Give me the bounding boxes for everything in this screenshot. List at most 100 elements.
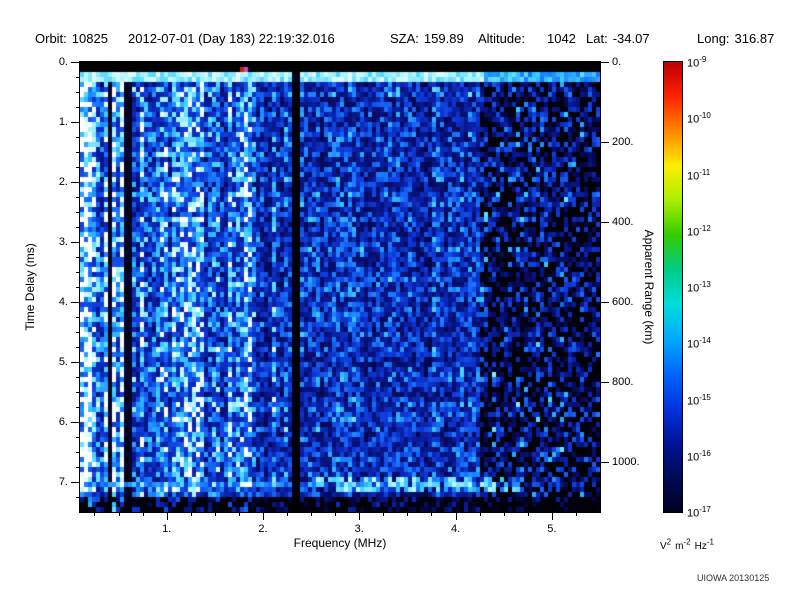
lat-label: Lat:: [586, 31, 608, 46]
y-axis-label-right: Apparent Range (km): [642, 229, 656, 345]
y-axis-right-tick: [601, 62, 609, 63]
orbit-value: 10825: [71, 31, 108, 46]
lat-value: -34.07: [612, 31, 650, 46]
y-axis-right-tick-label: 800.: [612, 376, 634, 388]
header-field-orbit: Orbit: 10825: [35, 31, 108, 46]
x-axis-tick: [551, 513, 553, 520]
y-axis-right-tick: [601, 462, 609, 463]
y-axis-left-minor-tick: [76, 212, 80, 213]
y-axis-left-minor-tick: [76, 317, 80, 318]
credit-text: UIOWA 20130125: [697, 573, 770, 583]
y-axis-right-tick: [601, 382, 609, 383]
colorbar-unit-label: V2 m-2 Hz-1: [660, 538, 718, 552]
x-axis-minor-tick: [407, 513, 409, 516]
y-axis-left-minor-tick: [76, 332, 80, 333]
y-axis-left-minor-tick: [76, 377, 80, 378]
altitude-label: Altitude:: [478, 31, 525, 46]
spectrogram-canvas: [80, 62, 600, 512]
colorbar-unit-part: Hz-1: [694, 538, 714, 553]
x-axis-minor-tick: [190, 513, 192, 516]
sza-value: 159.89: [423, 31, 464, 46]
x-axis-tick-label: 2.: [258, 523, 268, 535]
y-axis-right-tick-label: 600.: [612, 296, 634, 308]
long-label: Long:: [697, 31, 730, 46]
x-axis-minor-tick: [142, 513, 144, 516]
y-axis-left-minor-tick: [76, 407, 80, 408]
y-axis-left-minor-tick: [76, 392, 80, 393]
colorbar-tick-label: 10-17: [687, 505, 711, 520]
colorbar-tick-label: 10-11: [687, 167, 711, 183]
y-axis-left-minor-tick: [76, 257, 80, 258]
y-axis-right-tick: [601, 222, 609, 223]
y-axis-left-tick-label: 6.: [58, 416, 68, 428]
y-axis-left-minor-tick: [76, 77, 80, 78]
y-axis-left-minor-tick: [76, 437, 80, 438]
orbit-label: Orbit:: [35, 31, 67, 46]
y-axis-left-tick-label: 0.: [58, 56, 68, 68]
y-axis-left-tick: [71, 482, 80, 483]
y-axis-right-tick-label: 0.: [612, 56, 622, 68]
y-axis-left-minor-tick: [76, 167, 80, 168]
y-axis-right-tick-label: 400.: [612, 216, 634, 228]
y-axis-left-tick: [71, 362, 80, 363]
x-axis-tick-label: 4.: [450, 523, 461, 535]
y-axis-left-tick-label: 7.: [58, 476, 68, 488]
y-axis-label-left: Time Delay (ms): [23, 243, 37, 331]
x-axis-minor-tick: [214, 513, 216, 516]
y-axis-right-tick-label: 200.: [612, 136, 634, 148]
plot-area: [79, 61, 601, 513]
x-axis-minor-tick: [431, 513, 433, 516]
y-axis-left-minor-tick: [76, 272, 80, 273]
colorbar-tick-label: 10-14: [687, 336, 711, 351]
colorbar-tick-label: 10-10: [687, 111, 711, 126]
x-axis-tick-label: 5.: [547, 523, 557, 535]
y-axis-left-minor-tick: [76, 92, 80, 93]
colorbar-tick-label: 10-13: [687, 280, 711, 295]
x-axis-minor-tick: [335, 513, 337, 516]
x-axis-minor-tick: [575, 513, 577, 516]
x-axis-tick: [455, 513, 457, 520]
y-axis-right-tick: [601, 142, 609, 143]
altitude-value: 1042: [546, 31, 576, 46]
y-axis-left-minor-tick: [76, 227, 80, 228]
long-value: 316.87: [734, 31, 775, 46]
colorbar-tick-label: 10-12: [687, 223, 711, 239]
y-axis-left-tick-label: 1.: [58, 116, 68, 128]
y-axis-left-minor-tick: [76, 137, 80, 138]
sza-label: SZA:: [390, 31, 419, 46]
y-axis-left-tick: [71, 242, 80, 243]
x-axis-minor-tick: [287, 513, 289, 516]
y-axis-left-minor-tick: [76, 287, 80, 288]
colorbar-tick-label: 10-15: [687, 392, 711, 408]
header-field-datetime: 2012-07-01 (Day 183) 22:19:32.016: [128, 31, 335, 46]
y-axis-left-tick-label: 5.: [58, 356, 68, 368]
y-axis-left-tick: [71, 62, 80, 63]
y-axis-left-tick: [71, 302, 80, 303]
x-axis-minor-tick: [527, 513, 529, 516]
y-axis-left-minor-tick: [76, 152, 80, 153]
colorbar: [663, 61, 683, 513]
y-axis-left-tick-label: 3.: [58, 236, 68, 248]
y-axis-left-minor-tick: [76, 467, 80, 468]
x-axis-minor-tick: [479, 513, 481, 516]
y-axis-right-tick: [601, 302, 609, 303]
y-axis-left-tick-label: 2.: [58, 176, 68, 188]
header-field-sza: SZA: 159.89: [390, 31, 464, 46]
y-axis-left-minor-tick: [76, 497, 80, 498]
colorbar-tick-label: 10-9: [687, 55, 707, 70]
x-axis-minor-tick: [118, 513, 120, 516]
y-axis-left-tick: [71, 422, 80, 423]
x-axis-minor-tick: [238, 513, 240, 516]
x-axis-tick: [262, 513, 264, 520]
header-field-altitude: Altitude: 1042: [478, 31, 576, 46]
datetime-value: 2012-07-01 (Day 183) 22:19:32.016: [128, 31, 335, 46]
x-axis-tick-label: 3.: [354, 523, 364, 535]
y-axis-left-tick: [71, 182, 80, 183]
y-axis-left-minor-tick: [76, 107, 80, 108]
colorbar-gradient: [664, 62, 682, 512]
y-axis-left-tick-label: 4.: [58, 296, 68, 308]
x-axis-tick: [166, 513, 168, 520]
y-axis-right-tick-label: 1000.: [612, 456, 640, 468]
colorbar-unit-part: V2: [660, 538, 672, 553]
